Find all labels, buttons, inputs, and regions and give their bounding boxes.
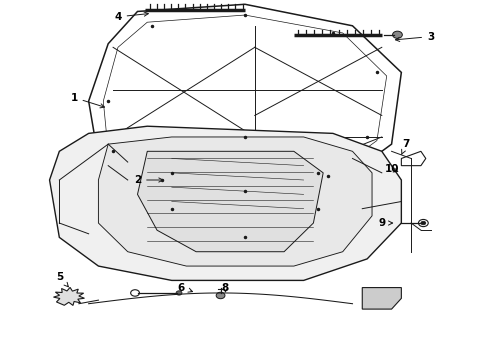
Text: 8: 8 bbox=[222, 283, 229, 293]
Circle shape bbox=[392, 31, 402, 39]
Text: 5: 5 bbox=[56, 272, 69, 287]
Polygon shape bbox=[98, 137, 372, 266]
Text: 9: 9 bbox=[378, 218, 392, 228]
Circle shape bbox=[176, 291, 182, 295]
Text: 3: 3 bbox=[395, 32, 434, 41]
Text: 1: 1 bbox=[71, 93, 104, 108]
Circle shape bbox=[65, 294, 73, 300]
Circle shape bbox=[421, 221, 426, 225]
Polygon shape bbox=[53, 287, 84, 305]
Text: 4: 4 bbox=[114, 12, 148, 22]
Text: 10: 10 bbox=[384, 164, 399, 174]
Circle shape bbox=[216, 292, 225, 299]
Text: 2: 2 bbox=[134, 175, 163, 185]
Text: 7: 7 bbox=[401, 139, 410, 154]
Polygon shape bbox=[362, 288, 401, 309]
Text: 6: 6 bbox=[178, 283, 193, 293]
Polygon shape bbox=[49, 126, 401, 280]
Polygon shape bbox=[138, 151, 323, 252]
